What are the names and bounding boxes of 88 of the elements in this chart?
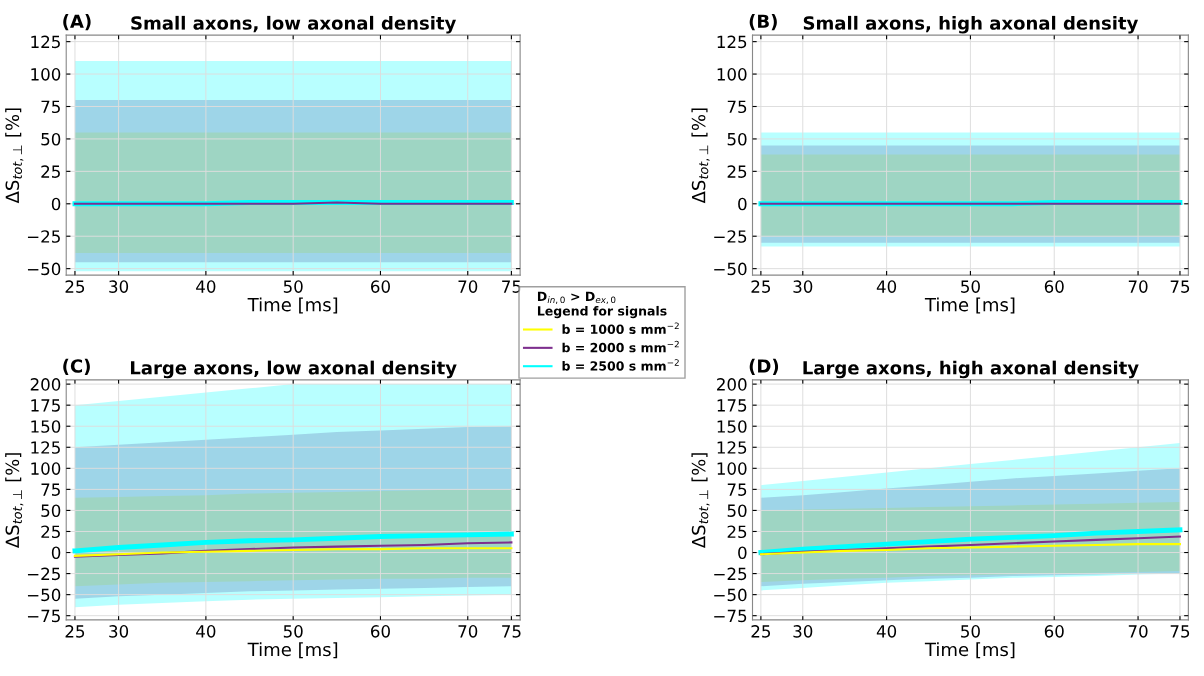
chart-title: Large axons, low axonal density: [130, 360, 457, 379]
x-tick-label: 40: [876, 280, 897, 293]
text: (D): [749, 358, 779, 375]
y-tick-label: 75: [727, 100, 747, 114]
x-tick-label: 60: [1044, 280, 1064, 293]
x-tick-label: 75: [1170, 280, 1190, 293]
x-axis-title: Time [ms]: [924, 642, 1015, 659]
legend-label: b = 2500 s mm$^{−2}$: [562, 359, 679, 371]
y-tick-label: −75: [27, 609, 60, 623]
y-axis-title: ΔS$_{tot,⊥}$ [%]: [5, 108, 24, 204]
x-tick-label: 30: [793, 280, 813, 293]
x-tick-label: 50: [961, 625, 980, 638]
y-tick-label: 0: [738, 197, 747, 211]
legend-label: b = 1000 s mm$^{−2}$: [562, 322, 679, 334]
y-tick-label: 25: [727, 525, 747, 539]
y-tick-label: 50: [41, 132, 61, 146]
x-tick-label: 40: [876, 625, 897, 638]
chart-title: Large axons, high axonal density: [803, 360, 1139, 379]
y-tick-label: −75: [714, 609, 747, 623]
y-axis-title: ΔS$_{tot,⊥}$ [%]: [691, 453, 710, 549]
y-tick-label: 150: [31, 420, 61, 433]
y-tick-label: 100: [31, 68, 61, 81]
x-tick-label: 75: [502, 280, 521, 293]
text: (B): [749, 14, 777, 31]
y-tick-label: 125: [31, 35, 60, 49]
x-axis-title: Time [ms]: [924, 297, 1015, 314]
y-tick-label: 100: [31, 462, 61, 475]
x-tick-label: 60: [371, 280, 390, 293]
chart-title: Small axons, high axonal density: [803, 15, 1139, 34]
y-tick-label: 150: [717, 420, 747, 433]
y-tick-label: 50: [727, 132, 747, 146]
y-tick-label: 125: [31, 441, 60, 454]
x-tick-label: 50: [283, 280, 303, 293]
x-tick-label: 50: [961, 280, 980, 293]
y-tick-label: −50: [714, 588, 747, 602]
y-tick-label: 0: [738, 546, 747, 560]
y-tick-label: −50: [714, 262, 747, 276]
y-tick-label: 25: [41, 165, 60, 178]
y-tick-label: 100: [717, 462, 747, 475]
y-tick-label: 25: [41, 525, 60, 539]
y-axis-title: ΔS$_{tot,⊥}$ [%]: [5, 453, 24, 549]
x-tick-label: 70: [458, 280, 478, 293]
x-tick-label: 25: [65, 280, 85, 293]
y-tick-label: 200: [30, 378, 61, 391]
x-tick-label: 75: [502, 625, 521, 638]
x-tick-label: 70: [1128, 625, 1148, 638]
x-tick-label: 25: [751, 280, 771, 293]
x-tick-label: 50: [283, 625, 303, 638]
y-tick-label: 175: [717, 399, 747, 412]
y-tick-label: 0: [51, 197, 61, 211]
x-tick-label: 40: [196, 625, 216, 638]
x-axis-title: Time [ms]: [247, 297, 338, 314]
y-tick-label: 200: [717, 378, 747, 391]
y-tick-label: 75: [41, 100, 60, 114]
y-tick-label: 50: [41, 504, 61, 517]
y-tick-label: 175: [31, 399, 60, 412]
x-tick-label: 30: [109, 625, 129, 638]
x-tick-label: 30: [793, 625, 813, 638]
y-tick-label: −50: [27, 588, 61, 602]
y-tick-label: 125: [717, 35, 747, 49]
y-tick-label: 125: [717, 441, 747, 454]
x-tick-label: 40: [196, 280, 216, 293]
y-tick-label: 75: [41, 483, 60, 496]
y-tick-label: 100: [717, 68, 747, 81]
x-tick-label: 60: [371, 625, 390, 638]
text: (C): [63, 358, 90, 375]
text: (A): [63, 14, 91, 31]
x-tick-label: 60: [1044, 625, 1064, 638]
x-tick-label: 75: [1170, 625, 1190, 638]
y-tick-label: −25: [714, 230, 747, 243]
y-tick-label: 0: [51, 546, 61, 560]
x-tick-label: 25: [751, 625, 771, 638]
x-tick-label: 70: [458, 625, 478, 638]
y-tick-label: −50: [27, 262, 61, 276]
y-tick-label: 25: [727, 165, 747, 178]
y-tick-label: 75: [727, 483, 747, 496]
y-tick-label: −25: [714, 567, 747, 581]
x-tick-label: 70: [1128, 280, 1148, 293]
legend-label: b = 2000 s mm$^{−2}$: [562, 340, 679, 353]
y-tick-label: −25: [27, 230, 60, 243]
y-axis-title: ΔS$_{tot,⊥}$ [%]: [691, 108, 710, 204]
y-tick-label: −25: [27, 567, 60, 581]
x-tick-label: 25: [65, 625, 85, 638]
x-axis-title: Time [ms]: [247, 642, 338, 659]
x-tick-label: 30: [109, 280, 129, 293]
chart-title: Small axons, low axonal density: [131, 15, 456, 34]
y-tick-label: 50: [727, 504, 747, 517]
legend-title: D$_{in,0}$ > D$_{ex,0}$ Legend for signals: [537, 291, 667, 319]
